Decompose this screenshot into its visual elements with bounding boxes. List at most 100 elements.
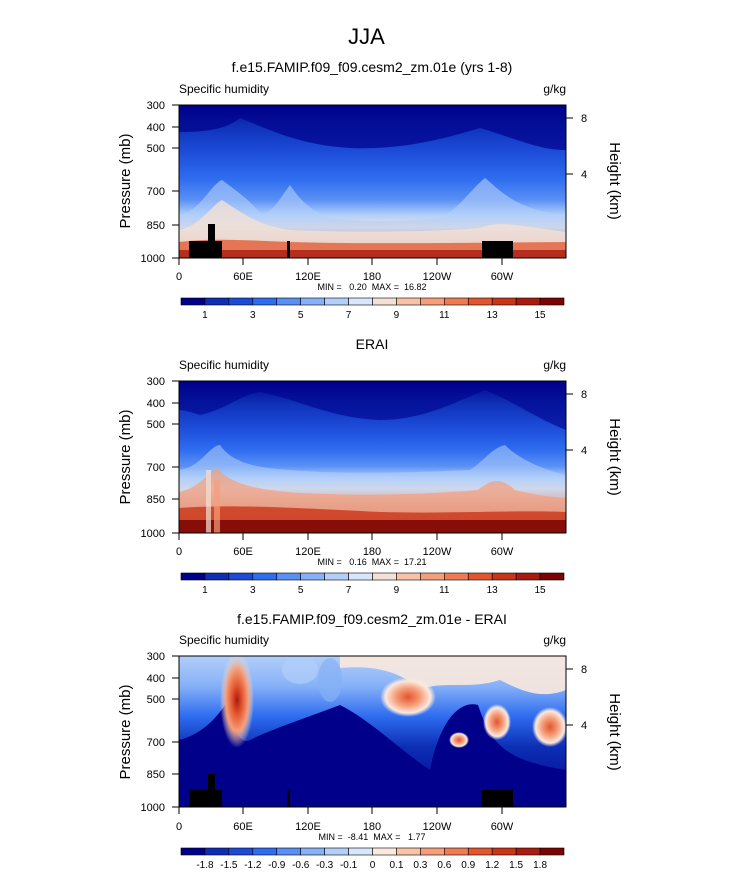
stats-label: MIN = 0.20 MAX = 16.82 bbox=[317, 282, 426, 292]
y-tick-labels: 300 400 500 700 850 1000 bbox=[141, 100, 165, 265]
colorbar-swatch bbox=[276, 847, 301, 856]
y-tick-label: 300 bbox=[147, 100, 165, 112]
colorbar-swatch bbox=[444, 847, 469, 856]
y-tick-label: 400 bbox=[147, 398, 165, 410]
panel-model: f.e15.FAMIP.f09_f09.cesm2_zm.01e (yrs 1-… bbox=[117, 59, 623, 321]
colorbar-swatch bbox=[420, 847, 445, 856]
y-tick-label: 700 bbox=[147, 186, 165, 198]
y2-tick-label: 8 bbox=[581, 389, 587, 401]
colorbar-swatch bbox=[204, 572, 230, 581]
x-tick-label: 60W bbox=[491, 271, 514, 283]
colorbar-label: -0.6 bbox=[292, 860, 310, 871]
x-tick-label: 120W bbox=[423, 546, 452, 558]
colorbar-swatch bbox=[348, 847, 373, 856]
colorbar-swatch bbox=[396, 297, 421, 306]
y-tick-label: 300 bbox=[147, 376, 165, 388]
colorbar-label: 1.2 bbox=[485, 860, 499, 871]
x-tick-label: 120W bbox=[423, 271, 452, 283]
colorbar-swatch bbox=[467, 297, 493, 306]
colorbar-swatch bbox=[491, 297, 517, 306]
colorbar-label: 3 bbox=[250, 310, 256, 321]
colorbar-swatch bbox=[324, 847, 349, 856]
panel-title: f.e15.FAMIP.f09_f09.cesm2_zm.01e - ERAI bbox=[237, 611, 507, 627]
contour-field bbox=[179, 381, 566, 533]
y-axis-label: Pressure (mb) bbox=[117, 684, 134, 779]
y-axis-label: Pressure (mb) bbox=[117, 133, 134, 228]
panel-title: ERAI bbox=[356, 336, 389, 352]
colorbar-swatch bbox=[228, 297, 254, 306]
colorbar-swatch bbox=[515, 297, 541, 306]
stats-label: MIN = -8.41 MAX = 1.77 bbox=[318, 832, 425, 842]
figure-title: JJA bbox=[348, 24, 385, 49]
colorbar-swatch bbox=[348, 297, 373, 306]
y-tick-label: 300 bbox=[147, 651, 165, 663]
y-axis-label: Pressure (mb) bbox=[117, 409, 134, 504]
y-ticks bbox=[172, 104, 573, 259]
colorbar-swatch bbox=[204, 847, 230, 856]
colorbar-swatch bbox=[276, 297, 301, 306]
y-tick-label: 700 bbox=[147, 737, 165, 749]
x-tick-label: 0 bbox=[176, 546, 182, 558]
colorbar-swatch bbox=[276, 572, 301, 581]
y-tick-label: 500 bbox=[147, 694, 165, 706]
colorbar-label: 9 bbox=[394, 310, 400, 321]
contour-field bbox=[179, 105, 566, 258]
colorbar-label: 1 bbox=[202, 585, 208, 596]
colorbar-label: 5 bbox=[298, 310, 304, 321]
colorbar: -1.8 -1.5 -1.2 -0.9 -0.6 -0.3 -0.1 0 0.1 0.3 0.6 0.… bbox=[180, 847, 565, 871]
x-tick-label: 60E bbox=[233, 271, 253, 283]
y-tick-label: 850 bbox=[147, 494, 165, 506]
colorbar: 1 3 5 7 9 11 13 15 bbox=[180, 297, 565, 321]
terrain-mask bbox=[189, 774, 513, 807]
colorbar-swatch bbox=[467, 847, 493, 856]
colorbar-swatch bbox=[228, 572, 254, 581]
x-tick-label: 60E bbox=[233, 546, 253, 558]
y-tick-label: 400 bbox=[147, 673, 165, 685]
colorbar-swatch bbox=[252, 572, 278, 581]
colorbar-label: 1.8 bbox=[533, 860, 547, 871]
variable-label: Specific humidity bbox=[179, 358, 269, 372]
y2-axis-label: Height (km) bbox=[606, 418, 623, 496]
y-tick-label: 850 bbox=[147, 220, 165, 232]
colorbar-label: 9 bbox=[394, 585, 400, 596]
variable-label: Specific humidity bbox=[179, 633, 269, 647]
y-tick-label: 700 bbox=[147, 462, 165, 474]
units-label: g/kg bbox=[543, 633, 566, 647]
y-tick-label: 1000 bbox=[141, 253, 165, 265]
colorbar-label: -1.5 bbox=[220, 860, 238, 871]
x-tick-labels: 0 60E 120E 180 120W 60W bbox=[176, 271, 514, 283]
y2-tick-label: 8 bbox=[581, 664, 587, 676]
colorbar-swatch bbox=[180, 572, 206, 581]
variable-label: Specific humidity bbox=[179, 82, 269, 96]
colorbar-swatch bbox=[539, 572, 565, 581]
colorbar-swatch bbox=[491, 572, 517, 581]
y2-tick-label: 4 bbox=[581, 169, 587, 181]
colorbar-swatch bbox=[228, 847, 254, 856]
colorbar-swatch bbox=[252, 847, 278, 856]
colorbar-label: 5 bbox=[298, 585, 304, 596]
colorbar-label: 13 bbox=[487, 585, 499, 596]
x-tick-label: 180 bbox=[363, 271, 381, 283]
y2-axis-label: Height (km) bbox=[606, 693, 623, 771]
colorbar-label: 11 bbox=[439, 310, 450, 321]
y2-tick-label: 8 bbox=[581, 113, 587, 125]
units-label: g/kg bbox=[543, 358, 566, 372]
colorbar-label: 0.3 bbox=[413, 860, 427, 871]
colorbar-swatch bbox=[252, 297, 278, 306]
colorbar-swatch bbox=[515, 847, 541, 856]
colorbar-label: 1 bbox=[202, 310, 208, 321]
colorbar-swatch bbox=[372, 572, 397, 581]
colorbar-label: 0.9 bbox=[461, 860, 475, 871]
colorbar-label: 7 bbox=[346, 310, 352, 321]
y-tick-label: 500 bbox=[147, 143, 165, 155]
panel-title: f.e15.FAMIP.f09_f09.cesm2_zm.01e (yrs 1-… bbox=[232, 59, 513, 75]
y2-tick-label: 4 bbox=[581, 445, 587, 457]
contour-field bbox=[179, 656, 566, 807]
colorbar-label: -0.1 bbox=[340, 860, 358, 871]
colorbar-swatch bbox=[444, 572, 469, 581]
colorbar-swatch bbox=[467, 572, 493, 581]
x-tick-label: 0 bbox=[176, 271, 182, 283]
colorbar-swatch bbox=[300, 847, 325, 856]
terrain-mask bbox=[189, 224, 513, 258]
